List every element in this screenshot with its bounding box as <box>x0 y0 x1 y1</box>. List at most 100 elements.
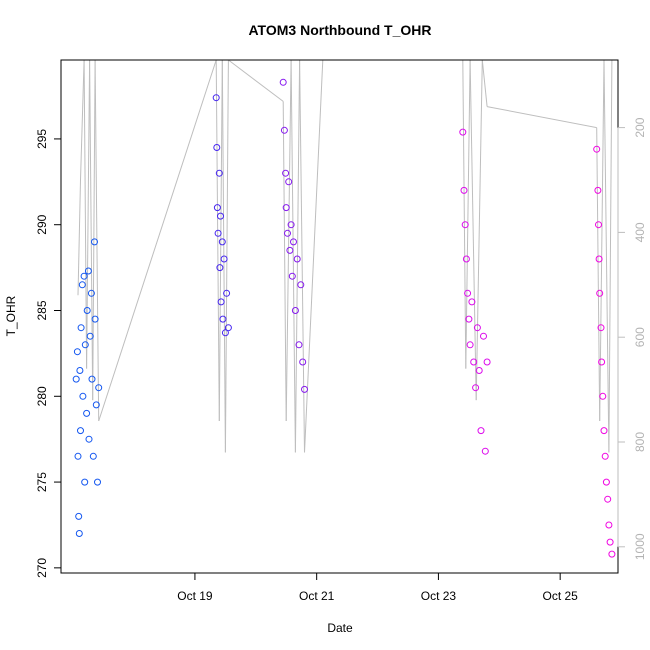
data-point <box>459 128 467 136</box>
right-series-segment <box>290 59 296 453</box>
data-point <box>460 186 468 194</box>
right-series-segment <box>596 127 601 422</box>
data-point <box>595 255 603 263</box>
right-tick-label: 400 <box>633 222 647 242</box>
x-tick-label: Oct 19 <box>177 589 213 603</box>
data-point <box>597 324 605 332</box>
data-point <box>593 145 601 153</box>
data-point <box>470 358 478 366</box>
data-point <box>92 401 100 409</box>
data-point <box>95 384 103 392</box>
data-point <box>285 178 293 186</box>
data-point <box>77 427 84 435</box>
data-point <box>83 409 91 417</box>
x-axis: Oct 19 Oct 21 Oct 23 Oct 25 <box>177 573 578 603</box>
data-point <box>86 332 94 340</box>
data-point <box>221 329 229 337</box>
data-point <box>480 332 487 340</box>
data-point <box>595 221 602 229</box>
right-series-segment <box>475 59 483 401</box>
right-series-segment <box>487 106 597 129</box>
right-series-segment <box>299 59 305 453</box>
data-point <box>465 315 473 323</box>
data-point <box>94 478 101 486</box>
data-point <box>85 435 93 443</box>
right-series-segment <box>86 59 91 369</box>
chart-title: ATOM3 Northbound T_OHR <box>248 22 431 38</box>
data-point <box>83 307 91 314</box>
data-point <box>288 272 296 280</box>
data-point <box>290 238 297 246</box>
right-series-segment <box>218 59 223 422</box>
data-point <box>91 315 99 323</box>
y-tick-label: 295 <box>35 129 49 149</box>
right-series-segment <box>89 59 94 401</box>
data-point <box>481 447 489 455</box>
right-series-segment <box>462 59 467 369</box>
data-point <box>217 298 225 306</box>
right-series-segment <box>215 59 220 422</box>
data-point <box>88 375 96 383</box>
data-point <box>213 144 221 151</box>
data-point <box>295 341 303 349</box>
right-series-segment <box>92 59 96 401</box>
right-series-segment <box>304 59 324 453</box>
right-tick-label: 200 <box>633 117 647 137</box>
data-point <box>297 281 305 289</box>
right-series-segment <box>469 59 477 401</box>
right-series-segment <box>224 59 229 453</box>
x-tick-label: Oct 23 <box>421 589 457 603</box>
right-series-segment <box>599 59 605 422</box>
data-point <box>291 307 299 314</box>
data-point <box>602 478 610 486</box>
data-point <box>75 530 83 537</box>
data-point <box>77 324 85 332</box>
right-series-segment <box>285 59 292 422</box>
x-tick-label: Oct 25 <box>542 589 578 603</box>
data-point <box>89 452 97 460</box>
data-point <box>87 289 95 297</box>
y-axis: 270 275 280 285 290 295 <box>35 129 61 578</box>
data-point <box>293 255 301 263</box>
data-point <box>608 550 616 558</box>
data-point <box>212 94 220 102</box>
data-point <box>461 221 469 229</box>
data-point <box>280 126 288 134</box>
data-point <box>76 367 84 374</box>
right-tick-label: 1000 <box>633 533 647 560</box>
right-series-segment <box>481 59 488 107</box>
data-point <box>605 521 613 529</box>
data-point <box>214 229 222 237</box>
data-point <box>594 186 602 194</box>
right-series-segment <box>80 59 85 181</box>
right-axis-series <box>77 59 613 453</box>
data-point <box>468 298 476 306</box>
data-point <box>477 427 485 435</box>
data-point <box>75 512 83 520</box>
data-point <box>601 452 609 460</box>
data-point <box>284 229 291 237</box>
data-point <box>80 272 88 280</box>
data-point <box>475 367 483 374</box>
data-point <box>473 324 481 332</box>
right-series-segment <box>603 59 610 453</box>
data-point <box>224 324 232 332</box>
x-axis-label: Date <box>327 621 353 635</box>
data-point <box>301 385 308 393</box>
data-point <box>81 478 89 486</box>
right-series-segment <box>228 59 284 102</box>
data-point <box>216 264 224 272</box>
data-point <box>84 267 92 275</box>
data-point <box>73 348 81 356</box>
data-point <box>599 392 607 400</box>
data-point <box>299 358 307 366</box>
data-point <box>218 238 226 246</box>
data-point <box>217 212 224 220</box>
data-point <box>74 452 82 460</box>
data-point <box>282 169 290 177</box>
data-point <box>287 221 295 229</box>
data-point <box>483 358 491 366</box>
data-point <box>462 255 470 263</box>
data-point <box>600 427 608 435</box>
